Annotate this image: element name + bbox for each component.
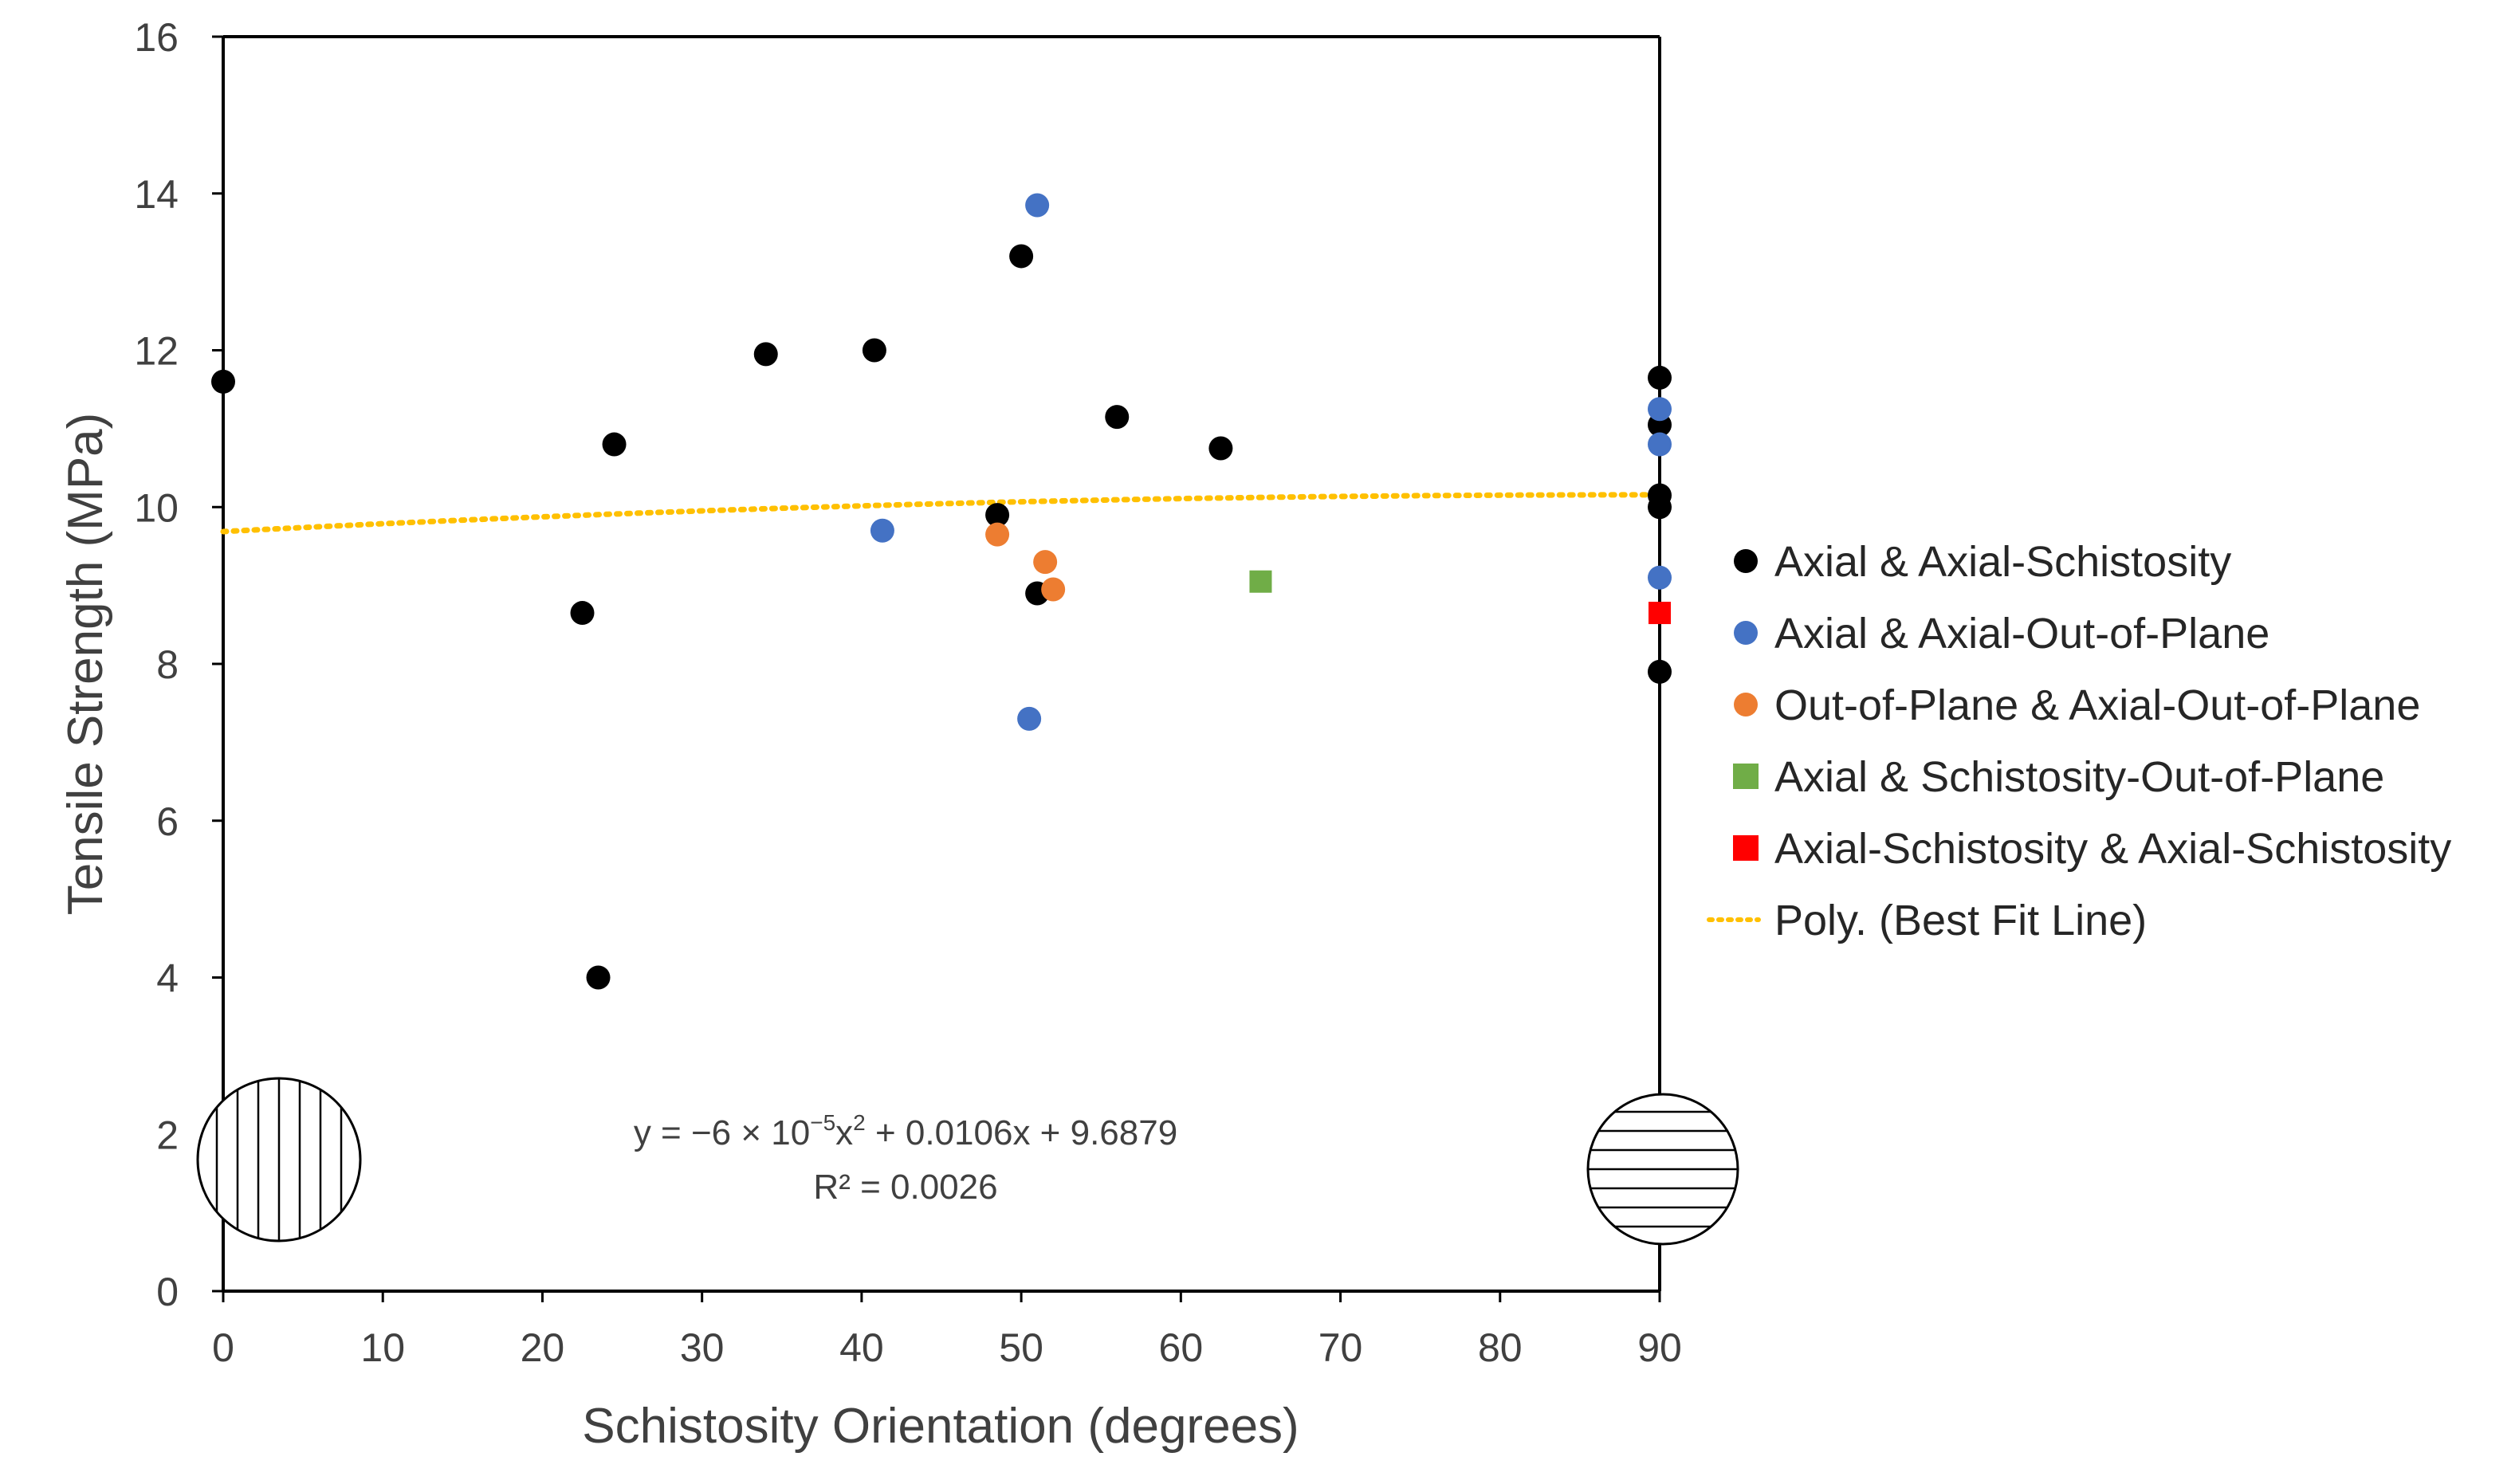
data-point bbox=[1648, 659, 1672, 684]
y-ticks: 0 2 4 6 8 10 12 14 16 bbox=[134, 15, 223, 1314]
legend-label: Poly. (Best Fit Line) bbox=[1774, 897, 2147, 944]
points-layer bbox=[211, 193, 1672, 990]
legend-marker bbox=[1733, 764, 1759, 789]
y-tick-label: 8 bbox=[156, 642, 179, 687]
trendline-layer bbox=[220, 492, 1663, 535]
x-tick-label: 20 bbox=[521, 1325, 565, 1370]
data-point bbox=[1105, 405, 1130, 430]
trendline-equation: y = −6 × 10−5x2 + 0.0106x + 9.6879 bbox=[634, 1110, 1177, 1152]
x-tick-label: 0 bbox=[212, 1325, 234, 1370]
data-point bbox=[211, 369, 235, 394]
data-point bbox=[1041, 577, 1066, 602]
data-point bbox=[1648, 495, 1672, 520]
y-tick-label: 6 bbox=[156, 799, 179, 844]
legend-label: Out-of-Plane & Axial-Out-of-Plane bbox=[1774, 681, 2420, 729]
legend-label: Axial & Axial-Schistosity bbox=[1774, 538, 2231, 586]
y-tick-label: 16 bbox=[134, 15, 179, 60]
x-tick-label: 10 bbox=[360, 1325, 405, 1370]
legend-marker bbox=[1734, 621, 1758, 645]
data-point bbox=[1009, 244, 1034, 269]
legend-marker bbox=[1734, 549, 1758, 573]
y-tick-label: 4 bbox=[156, 956, 179, 1001]
trendline bbox=[220, 492, 1663, 535]
legend-label: Axial & Axial-Out-of-Plane bbox=[1774, 610, 2269, 658]
legend-label: Axial & Schistosity-Out-of-Plane bbox=[1774, 753, 2384, 801]
legend: Axial & Axial-Schistosity Axial & Axial-O… bbox=[1707, 538, 2451, 944]
x-tick-label: 50 bbox=[999, 1325, 1043, 1370]
data-point bbox=[753, 342, 778, 367]
x-tick-label: 90 bbox=[1637, 1325, 1682, 1370]
data-point bbox=[870, 518, 894, 543]
y-tick-label: 10 bbox=[134, 485, 179, 530]
horizontal-schistosity-icon bbox=[1586, 1093, 1739, 1246]
data-point bbox=[1249, 570, 1272, 593]
y-tick-label: 12 bbox=[134, 329, 179, 374]
data-point bbox=[1648, 397, 1672, 422]
data-point bbox=[1208, 436, 1233, 461]
data-point bbox=[1648, 565, 1672, 590]
data-point bbox=[1033, 550, 1058, 575]
x-tick-label: 40 bbox=[839, 1325, 884, 1370]
y-tick-label: 0 bbox=[156, 1270, 179, 1314]
data-point bbox=[985, 522, 1010, 547]
legend-label: Axial-Schistosity & Axial-Schistosity bbox=[1774, 825, 2451, 873]
data-point bbox=[1648, 432, 1672, 457]
data-point bbox=[862, 338, 886, 363]
x-axis-title: Schistosity Orientation (degrees) bbox=[582, 1399, 1299, 1454]
y-tick-label: 2 bbox=[156, 1113, 179, 1157]
data-point bbox=[1649, 602, 1671, 625]
x-tick-label: 80 bbox=[1478, 1325, 1523, 1370]
vertical-schistosity-icon bbox=[196, 1077, 362, 1243]
x-tick-label: 30 bbox=[680, 1325, 725, 1370]
data-point bbox=[1025, 193, 1050, 218]
legend-marker bbox=[1734, 693, 1758, 716]
x-tick-label: 70 bbox=[1318, 1325, 1363, 1370]
data-point bbox=[1017, 706, 1042, 731]
y-axis-title: Tensile Strength (MPa) bbox=[58, 413, 113, 916]
y-tick-label: 14 bbox=[134, 172, 179, 217]
data-point bbox=[1648, 365, 1672, 390]
x-ticks: 0 10 20 30 40 50 60 70 80 90 bbox=[212, 1291, 1682, 1370]
data-point bbox=[586, 965, 611, 990]
x-tick-label: 60 bbox=[1159, 1325, 1204, 1370]
data-point bbox=[985, 503, 1010, 528]
data-point bbox=[570, 601, 595, 626]
legend-marker bbox=[1733, 835, 1759, 861]
trendline-r-squared: R² = 0.0026 bbox=[813, 1168, 997, 1207]
data-point bbox=[602, 432, 627, 457]
